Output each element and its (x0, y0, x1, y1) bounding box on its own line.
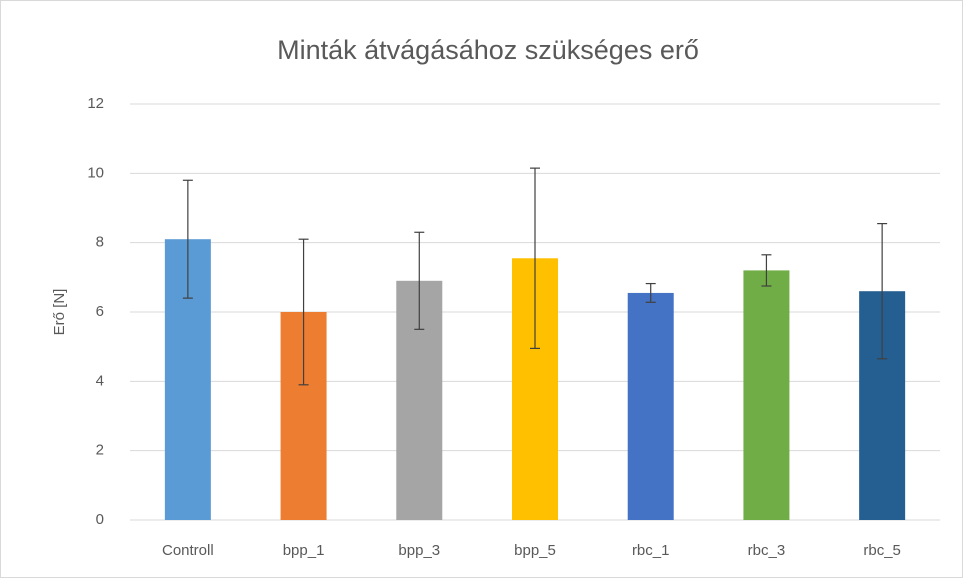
x-tick-label: bpp_1 (283, 542, 325, 559)
x-tick-label: rbc_1 (632, 542, 670, 559)
y-tick-label: 2 (96, 442, 104, 459)
error-bar (182, 179, 193, 299)
bar (743, 270, 790, 520)
error-bar (530, 167, 540, 349)
y-axis-label: Erő [N] (51, 289, 68, 336)
x-tick-label: bpp_5 (514, 542, 556, 559)
y-tick-label: 12 (87, 95, 104, 112)
y-tick-label: 10 (87, 164, 104, 181)
x-tick-label: rbc_5 (863, 542, 901, 559)
error-bar (414, 231, 425, 330)
error-bar (761, 254, 772, 287)
bar (627, 292, 674, 520)
error-bar (298, 238, 309, 386)
y-tick-label: 6 (96, 303, 104, 320)
chart-title: Minták átvágásához szükséges erő (277, 35, 699, 65)
y-tick-label: 8 (96, 234, 104, 251)
y-tick-label: 0 (96, 511, 104, 528)
x-tick-label: rbc_3 (748, 542, 786, 559)
error-bar (877, 223, 888, 360)
x-tick-label: bpp_3 (398, 542, 440, 559)
x-tick-label: Controll (162, 542, 214, 559)
y-tick-label: 4 (96, 372, 104, 389)
error-bar (645, 282, 656, 303)
